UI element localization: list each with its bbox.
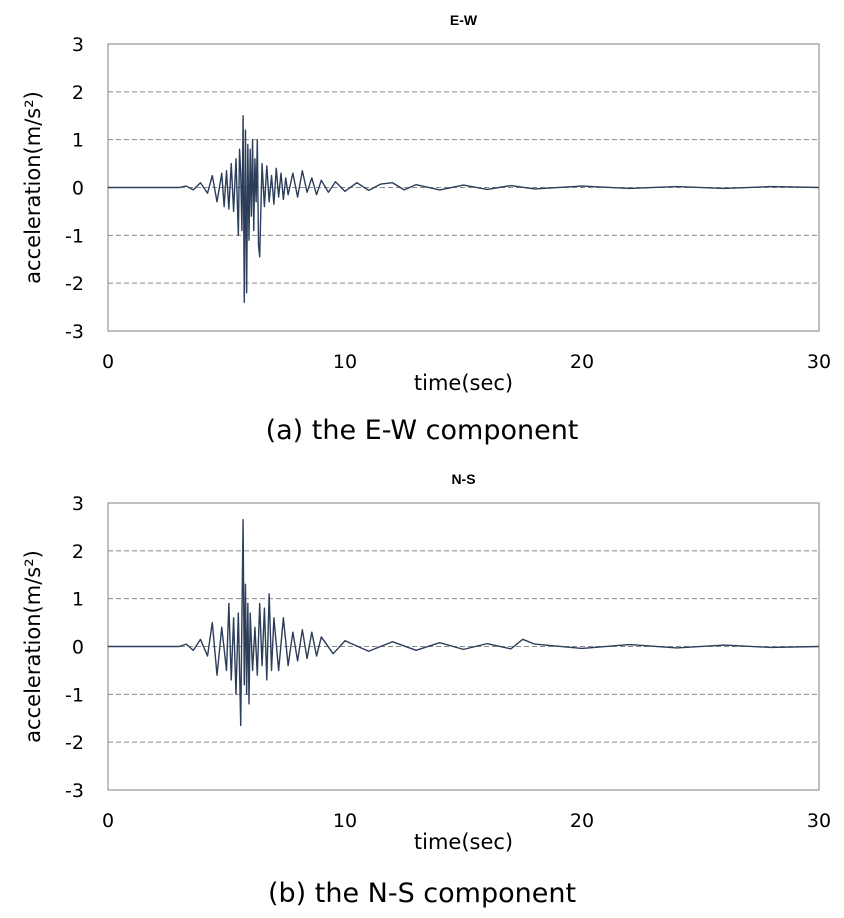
y-tick-label: 1 bbox=[72, 589, 84, 611]
x-tick-label: 10 bbox=[333, 351, 357, 373]
y-tick-label: 0 bbox=[72, 637, 84, 659]
x-tick-label: 20 bbox=[570, 351, 594, 373]
chart-title: N-S bbox=[451, 471, 475, 487]
y-tick-label: -3 bbox=[65, 780, 84, 802]
y-axis-title: acceleration(m/s²) bbox=[21, 91, 45, 284]
y-tick-label: 2 bbox=[72, 541, 84, 563]
ns-caption: (b) the N-S component bbox=[267, 878, 577, 909]
ew-caption: (a) the E-W component bbox=[265, 415, 579, 446]
ew-panel: 3 2 1 0 -1 -2 -3 0 10 20 30 E-W time(sec) acceleratio… bbox=[21, 12, 831, 446]
series-line bbox=[108, 519, 820, 727]
x-axis-title: time(sec) bbox=[414, 830, 513, 854]
y-tick-label: -1 bbox=[65, 225, 84, 247]
x-axis-title: time(sec) bbox=[414, 371, 513, 395]
chart-title: E-W bbox=[450, 12, 478, 28]
y-tick-label: -2 bbox=[65, 273, 84, 295]
y-tick-label: 3 bbox=[72, 34, 84, 56]
y-tick-label: -1 bbox=[65, 684, 84, 706]
x-tick-label: 10 bbox=[333, 810, 357, 832]
y-axis-title: acceleration(m/s²) bbox=[21, 550, 45, 743]
y-tick-label: 2 bbox=[72, 82, 84, 104]
x-tick-label: 0 bbox=[102, 810, 114, 832]
x-tick-label: 30 bbox=[807, 810, 831, 832]
ns-panel: 3 2 1 0 -1 -2 -3 0 10 20 30 N-S time(sec) acceleratio… bbox=[0, 459, 844, 918]
x-tick-label: 30 bbox=[807, 351, 831, 373]
x-tick-label: 0 bbox=[102, 351, 114, 373]
y-tick-label: 1 bbox=[72, 130, 84, 152]
y-tick-label: 3 bbox=[72, 493, 84, 515]
y-tick-label: -2 bbox=[65, 732, 84, 754]
y-tick-label: -3 bbox=[65, 321, 84, 343]
series-line bbox=[108, 115, 820, 303]
y-tick-label: 0 bbox=[72, 178, 84, 200]
x-tick-label: 20 bbox=[570, 810, 594, 832]
